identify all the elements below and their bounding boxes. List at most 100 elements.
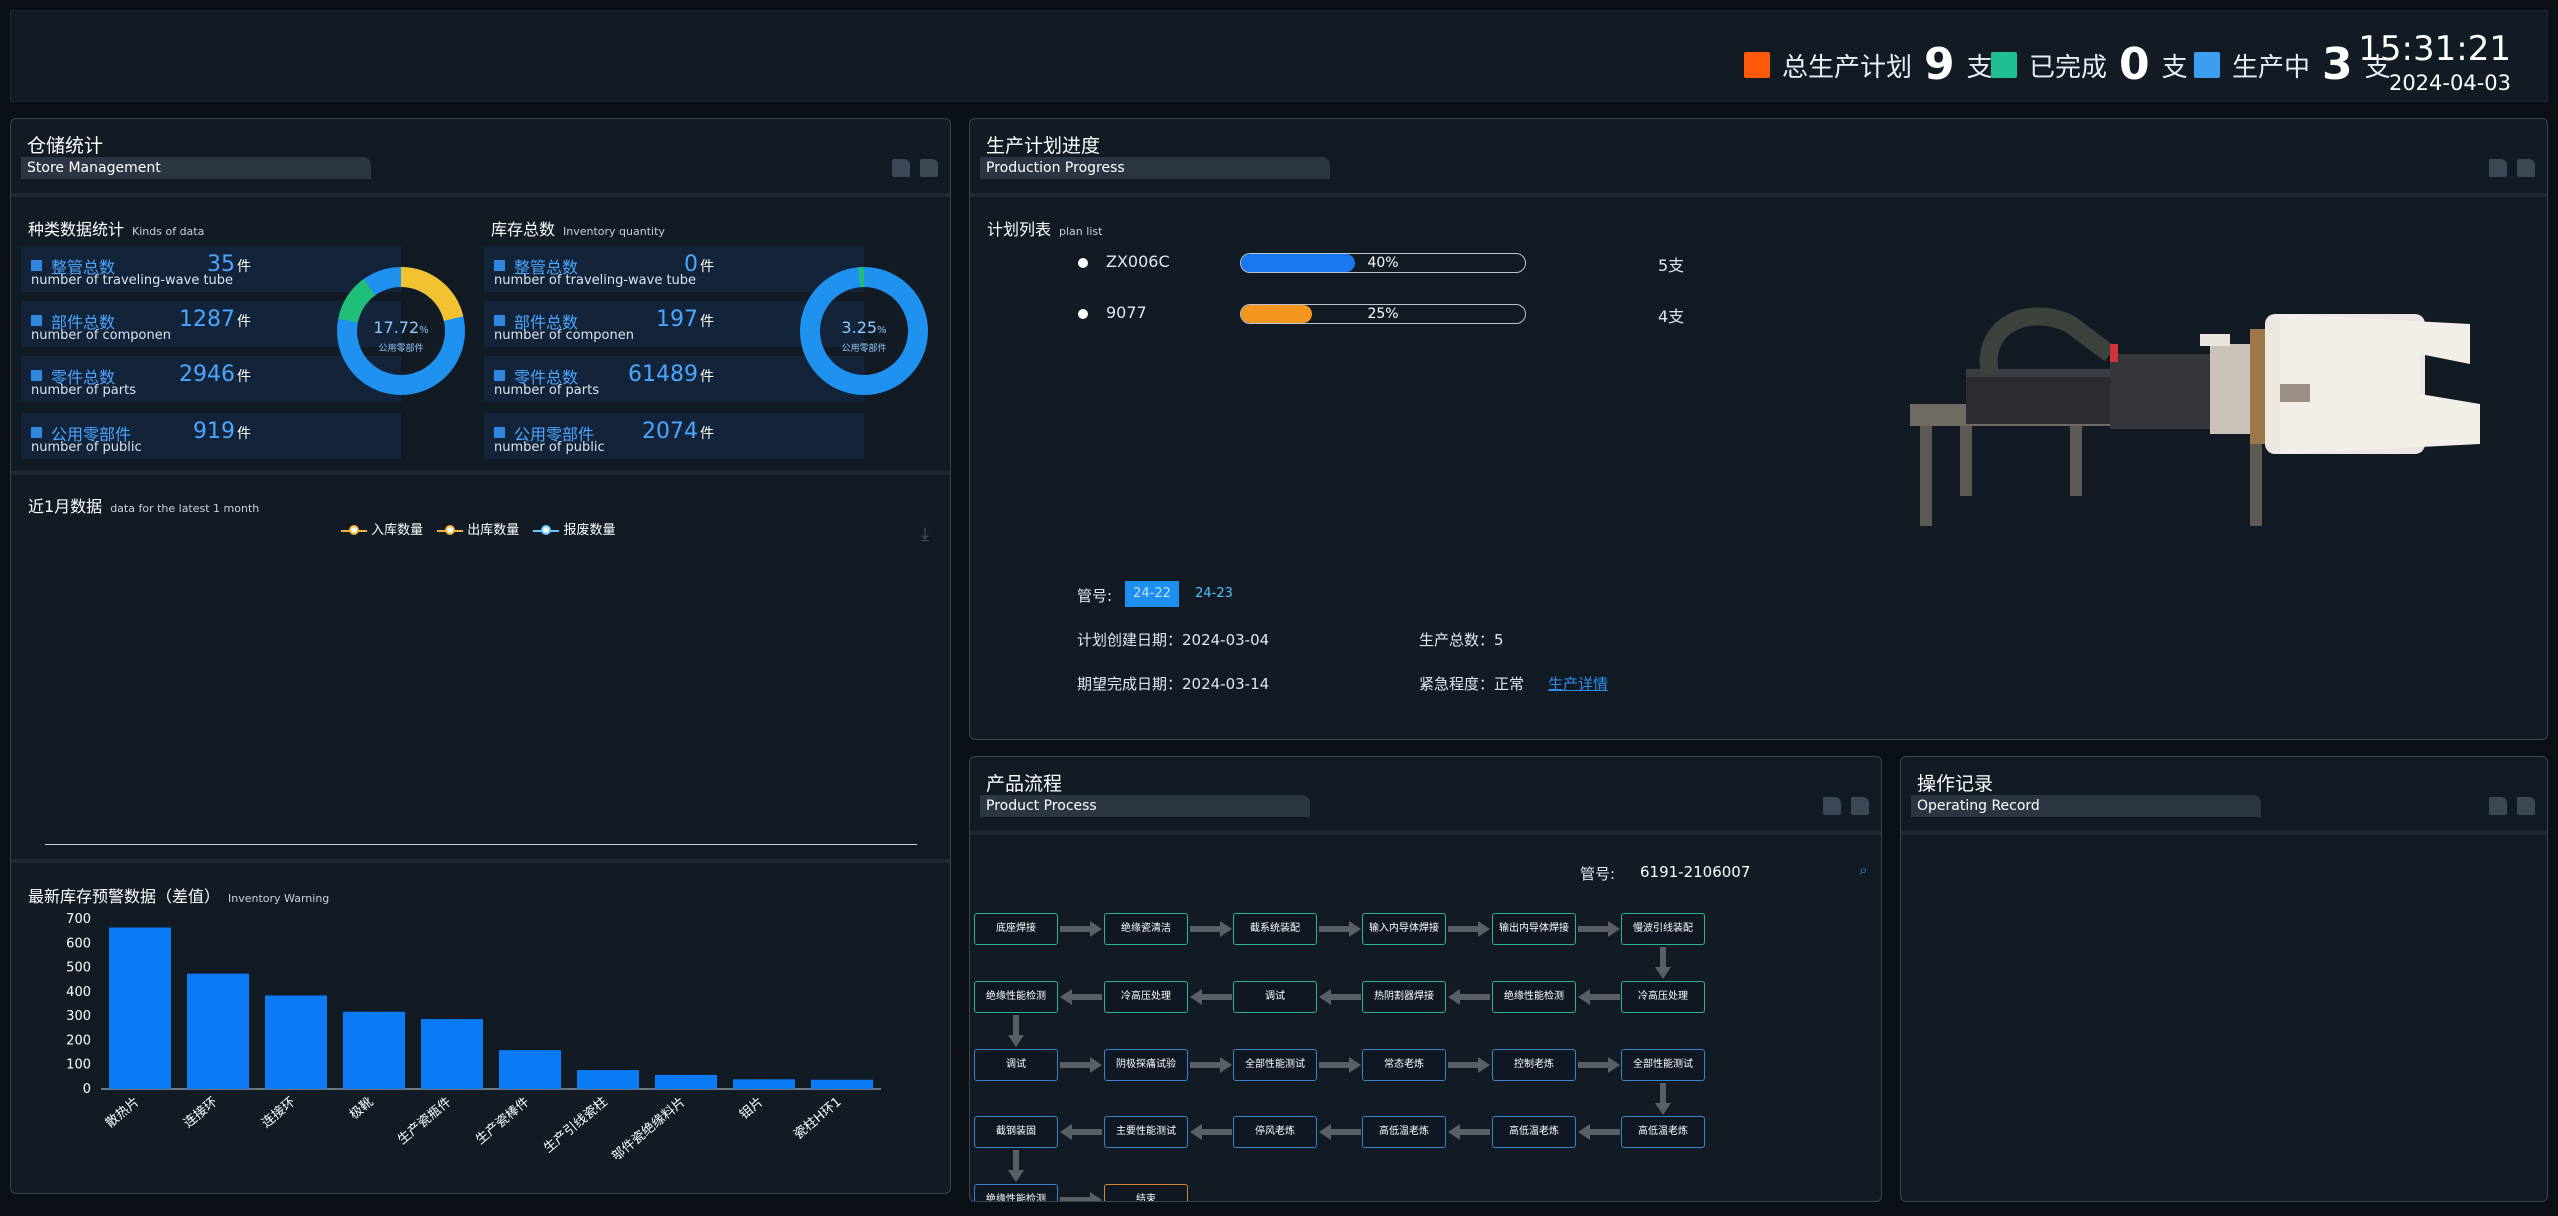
flow-step[interactable]: 热阴割器焊接	[1362, 981, 1446, 1013]
flow-step[interactable]: 高低温老炼	[1492, 1116, 1576, 1148]
tube-tab-active[interactable]: 24-22	[1125, 581, 1179, 607]
flow-arrow	[1578, 926, 1608, 932]
flow-step[interactable]: 全部性能测试	[1621, 1049, 1705, 1081]
flow-step[interactable]: 截系统装配	[1233, 913, 1317, 945]
flow-step[interactable]: 常态老炼	[1362, 1049, 1446, 1081]
document-icon[interactable]	[2517, 797, 2535, 815]
tube-label: 管号:	[1077, 587, 1113, 605]
completed-value: 0	[2119, 39, 2150, 90]
document-icon[interactable]	[2517, 159, 2535, 177]
flow-arrow	[1202, 1129, 1232, 1135]
flow-step[interactable]: 绝缘瓷清洁	[1104, 913, 1188, 945]
flow-step[interactable]: 绝缘性能检测	[1492, 981, 1576, 1013]
document-icon[interactable]	[1823, 797, 1841, 815]
svg-text:17.72%: 17.72%	[373, 318, 428, 337]
flow-step[interactable]: 输入内导体焊接	[1362, 913, 1446, 945]
inventory-donut-label: 公用零部件	[841, 342, 886, 354]
flow-step[interactable]: 阴极探痛试验	[1104, 1049, 1188, 1081]
flow-arrow	[1319, 926, 1349, 932]
list-item: 公用零部件 number of public 2074 件	[484, 413, 864, 459]
document-icon[interactable]	[1851, 797, 1869, 815]
tube-tab[interactable]: 24-23	[1195, 586, 1233, 601]
divider	[970, 831, 1881, 835]
production-panel-icons	[2489, 159, 2535, 177]
document-icon[interactable]	[2489, 797, 2507, 815]
plan-name: 9077	[1106, 303, 1147, 322]
flow-arrow	[1660, 1083, 1666, 1103]
document-icon[interactable]	[2489, 159, 2507, 177]
legend-in-production: 生产中 3 支	[2194, 43, 2391, 87]
legend-outbound[interactable]: 出库数量	[437, 519, 519, 538]
production-detail-link[interactable]: 生产详情	[1548, 675, 1609, 693]
flow-step[interactable]: 截钢装固	[974, 1116, 1058, 1148]
flow-step[interactable]: 输出内导体焊接	[1492, 913, 1576, 945]
flow-arrow	[1460, 1129, 1490, 1135]
kinds-donut-chart: 17.72% 公用零部件	[337, 267, 465, 395]
y-tick-label: 700	[66, 912, 91, 927]
x-tick-label: 钼片	[737, 1095, 767, 1123]
flow-arrow	[1448, 1062, 1478, 1068]
flow-step[interactable]: 高低温老炼	[1362, 1116, 1446, 1148]
list-item: 零件总数 number of parts 2946 件	[21, 356, 401, 402]
flow-arrow	[1202, 994, 1232, 1000]
kinds-section-title: 种类数据统计 Kinds of data	[28, 220, 205, 239]
divider	[11, 859, 950, 863]
flow-arrow	[1660, 947, 1666, 967]
bar	[109, 927, 171, 1089]
plan-bullet	[1078, 309, 1088, 319]
bar	[265, 995, 327, 1089]
record-subtitle: Operating Record	[1911, 795, 2261, 817]
y-tick-label: 100	[66, 1058, 91, 1073]
legend-completed: 已完成 0 支	[1991, 39, 2188, 90]
flow-step[interactable]: 调试	[1233, 981, 1317, 1013]
flow-step[interactable]: 高低温老炼	[1621, 1116, 1705, 1148]
flow-step[interactable]: 冷高压处理	[1621, 981, 1705, 1013]
list-item: 整管总数 number of traveling-wave tube 35 件	[21, 246, 401, 292]
flow-step[interactable]: 冷高压处理	[1104, 981, 1188, 1013]
flow-step[interactable]: 调试	[974, 1049, 1058, 1081]
flow-step[interactable]: 结束	[1104, 1184, 1188, 1201]
legend-scrap[interactable]: 报废数量	[533, 519, 615, 538]
product-image	[1910, 307, 2480, 526]
list-item[interactable]: ZX006C 40% 5支	[970, 251, 1970, 275]
production-title: 生产计划进度	[986, 135, 1101, 157]
create-date: 计划创建日期：2024-03-04	[1077, 631, 1270, 649]
record-panel-icons	[2489, 797, 2535, 815]
search-icon[interactable]: ⌕	[1859, 861, 1868, 879]
flow-step[interactable]: 绝缘性能检测	[974, 981, 1058, 1013]
store-panel-icons	[892, 159, 938, 177]
divider	[1901, 831, 2547, 835]
flow-step[interactable]: 全部性能测试	[1233, 1049, 1317, 1081]
completed-swatch	[1991, 52, 2017, 78]
record-title: 操作记录	[1917, 773, 1994, 795]
legend-inbound[interactable]: 入库数量	[341, 519, 423, 538]
process-panel-icons	[1823, 797, 1869, 815]
document-icon[interactable]	[892, 159, 910, 177]
x-tick-label: 散热片	[103, 1095, 143, 1132]
production-panel: 生产计划进度 Production Progress 计划列表 plan list…	[969, 118, 2548, 740]
y-tick-label: 0	[83, 1082, 91, 1097]
x-tick-label: 生产引线瓷柱	[541, 1095, 610, 1157]
flow-step[interactable]: 控制老炼	[1492, 1049, 1576, 1081]
flow-step[interactable]: 绝缘性能检测	[974, 1184, 1058, 1201]
y-tick-label: 300	[66, 1009, 91, 1024]
in-production-unit: 支	[2364, 52, 2391, 83]
flow-step[interactable]: 慢波引线装配	[1621, 913, 1705, 945]
flow-step[interactable]: 主要性能测试	[1104, 1116, 1188, 1148]
bar	[187, 973, 249, 1089]
flow-step[interactable]: 底座焊接	[974, 913, 1058, 945]
flow-arrow	[1190, 926, 1220, 932]
list-item[interactable]: 9077 25% 4支	[970, 302, 1970, 326]
document-icon[interactable]	[920, 159, 938, 177]
divider	[970, 193, 2547, 197]
y-tick-label: 400	[66, 985, 91, 1000]
x-tick-label: 生产瓷瓶件	[395, 1095, 454, 1148]
plan-progress-text: 25%	[1367, 306, 1399, 322]
x-tick-label: 连接环	[180, 1094, 220, 1131]
flow-step[interactable]: 停风老炼	[1233, 1116, 1317, 1148]
inventory-donut-percent: 3.25	[841, 318, 877, 337]
total-count: 生产总数：5	[1419, 631, 1504, 649]
list-item: 公用零部件 number of public 919 件	[21, 413, 401, 459]
download-icon[interactable]: ⤓	[921, 524, 929, 545]
flow-arrow	[1331, 994, 1361, 1000]
